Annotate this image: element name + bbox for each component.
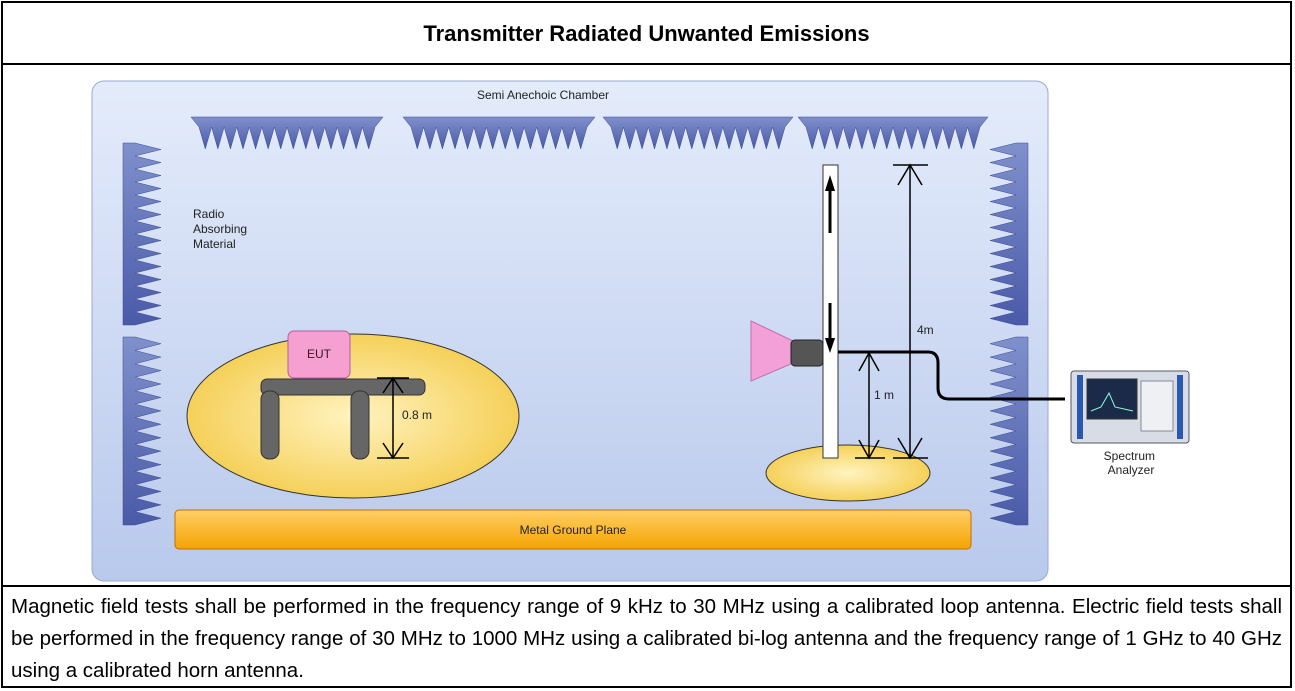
eut (287, 330, 351, 379)
absorber-wedge (602, 116, 794, 150)
dimension-arrow (855, 163, 928, 460)
absorbers (122, 116, 1029, 526)
ground-plane (174, 509, 972, 550)
table-leg (260, 390, 280, 460)
mast-base (765, 444, 931, 502)
caption: Magnetic field tests shall be performed … (3, 585, 1290, 687)
analyzer-label: Spectrum Analyzer (1104, 449, 1159, 477)
analyzer-line: Analyzer (1108, 463, 1155, 477)
absorber-line: Radio (193, 207, 225, 221)
ground-plane-label: Metal Ground Plane (520, 523, 627, 537)
cable (838, 350, 1065, 401)
absorber-wedge (122, 336, 162, 526)
antenna-height-label: 1 m (874, 388, 894, 402)
analyzer-line: Spectrum (1104, 449, 1155, 463)
mast-height-label: 4m (917, 323, 934, 337)
absorber-line: Material (193, 237, 236, 251)
title: Transmitter Radiated Unwanted Emissions (3, 3, 1290, 65)
table-height-label: 0.8 m (402, 408, 432, 422)
table-leg (350, 390, 370, 460)
spectrum-analyzer (1070, 370, 1190, 444)
absorber-wedge (797, 116, 989, 150)
dimension-arrow (377, 376, 409, 460)
absorber-line: Absorbing (193, 222, 247, 236)
absorber-wedge (190, 116, 384, 150)
absorber-wedge (122, 142, 162, 326)
diagram: Semi Anechoic Chamber Radio Absorbing Ma… (91, 80, 1190, 582)
eut-label: EUT (307, 347, 332, 361)
antenna-body (790, 339, 824, 367)
absorber-wedge (989, 142, 1029, 326)
absorber-label: Radio Absorbing Material (193, 207, 250, 251)
absorber-wedge (402, 116, 596, 150)
table-top (260, 378, 426, 396)
chamber (91, 80, 1049, 582)
absorber-wedge (989, 336, 1029, 526)
chamber-label: Semi Anechoic Chamber (477, 88, 609, 102)
